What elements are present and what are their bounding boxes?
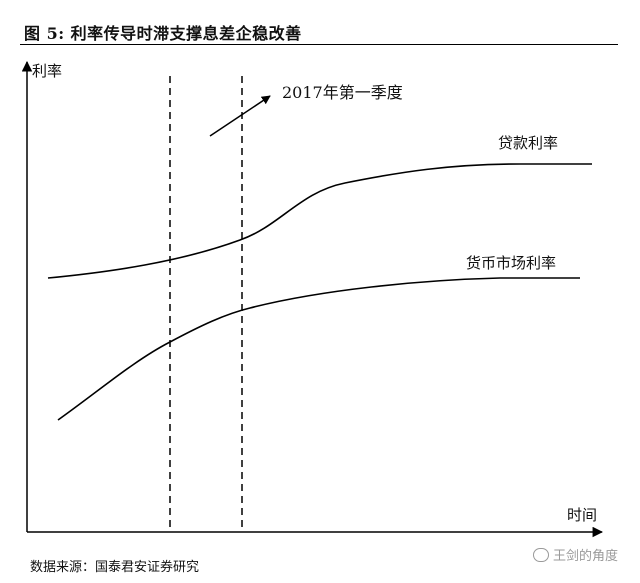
- title-rule: [20, 44, 618, 45]
- watermark: 王剑的角度: [532, 545, 618, 564]
- wechat-icon: [532, 547, 549, 562]
- source-note: 数据来源：国泰君安证券研究: [30, 560, 200, 575]
- figure-title: 图 5: 利率传导时滞支撑息差企稳改善: [24, 24, 302, 43]
- loan-rate-label: 贷款利率: [498, 134, 558, 152]
- y-axis-label: 利率: [32, 62, 62, 80]
- money-market-rate-label: 货币市场利率: [466, 254, 556, 272]
- loan-rate-curve: [47, 163, 592, 279]
- money-market-rate-curve: [57, 277, 580, 421]
- x-axis-label: 时间: [567, 506, 597, 524]
- annotation-arrow: [209, 95, 271, 137]
- annotation-label: 2017年第一季度: [282, 83, 403, 102]
- watermark-text: 王剑的角度: [552, 549, 618, 564]
